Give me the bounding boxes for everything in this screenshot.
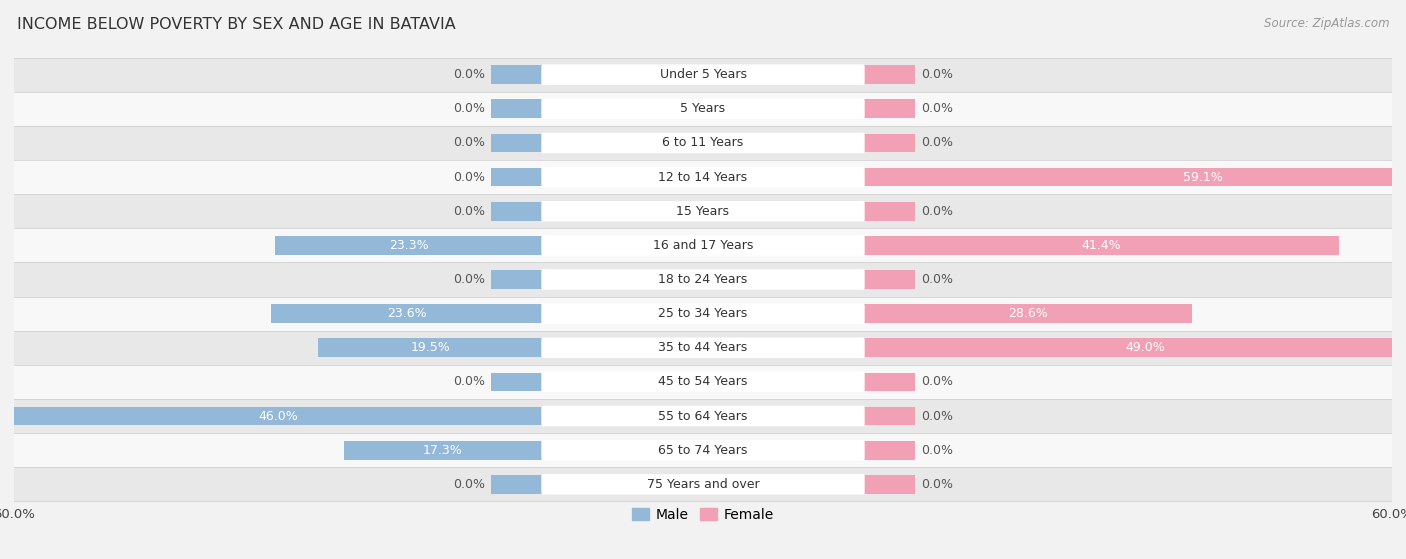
Bar: [14, 365, 1392, 399]
Text: 75 Years and over: 75 Years and over: [647, 478, 759, 491]
Bar: [491, 270, 543, 289]
Bar: [14, 331, 1392, 365]
FancyBboxPatch shape: [541, 132, 865, 153]
Text: 0.0%: 0.0%: [921, 410, 953, 423]
Bar: [14, 160, 1392, 194]
Text: 28.6%: 28.6%: [1008, 307, 1047, 320]
Bar: [14, 399, 1392, 433]
Text: 0.0%: 0.0%: [921, 205, 953, 217]
Text: 0.0%: 0.0%: [453, 478, 485, 491]
Text: 0.0%: 0.0%: [453, 68, 485, 81]
Bar: [863, 304, 1192, 323]
FancyBboxPatch shape: [541, 235, 865, 255]
Text: 19.5%: 19.5%: [411, 342, 450, 354]
Text: 23.3%: 23.3%: [388, 239, 429, 252]
Text: 0.0%: 0.0%: [921, 444, 953, 457]
Bar: [863, 65, 915, 84]
Text: 0.0%: 0.0%: [921, 478, 953, 491]
Text: 0.0%: 0.0%: [453, 136, 485, 149]
Text: Under 5 Years: Under 5 Years: [659, 68, 747, 81]
Bar: [863, 134, 915, 153]
Text: 0.0%: 0.0%: [921, 102, 953, 115]
FancyBboxPatch shape: [541, 304, 865, 324]
Bar: [491, 100, 543, 118]
Bar: [274, 236, 543, 255]
Text: 46.0%: 46.0%: [259, 410, 298, 423]
Bar: [14, 406, 543, 425]
Bar: [14, 433, 1392, 467]
Bar: [14, 194, 1392, 228]
FancyBboxPatch shape: [541, 406, 865, 427]
Text: 0.0%: 0.0%: [453, 170, 485, 183]
Text: 41.4%: 41.4%: [1081, 239, 1121, 252]
Text: 49.0%: 49.0%: [1125, 342, 1166, 354]
FancyBboxPatch shape: [541, 269, 865, 290]
FancyBboxPatch shape: [541, 474, 865, 495]
Bar: [14, 262, 1392, 297]
Text: 0.0%: 0.0%: [453, 102, 485, 115]
FancyBboxPatch shape: [541, 440, 865, 461]
FancyBboxPatch shape: [541, 64, 865, 85]
Text: 65 to 74 Years: 65 to 74 Years: [658, 444, 748, 457]
Text: 23.6%: 23.6%: [387, 307, 426, 320]
Bar: [14, 297, 1392, 331]
Bar: [491, 372, 543, 391]
Bar: [863, 270, 915, 289]
Bar: [863, 441, 915, 459]
Bar: [343, 441, 543, 459]
FancyBboxPatch shape: [541, 201, 865, 221]
Text: 35 to 44 Years: 35 to 44 Years: [658, 342, 748, 354]
Bar: [14, 467, 1392, 501]
Text: 0.0%: 0.0%: [453, 273, 485, 286]
Bar: [863, 406, 915, 425]
Text: 0.0%: 0.0%: [453, 205, 485, 217]
Bar: [14, 126, 1392, 160]
Text: 0.0%: 0.0%: [921, 136, 953, 149]
Bar: [863, 202, 915, 221]
Bar: [863, 372, 915, 391]
Text: 18 to 24 Years: 18 to 24 Years: [658, 273, 748, 286]
Text: 0.0%: 0.0%: [921, 68, 953, 81]
Text: 0.0%: 0.0%: [921, 273, 953, 286]
FancyBboxPatch shape: [541, 98, 865, 119]
Bar: [863, 168, 1406, 187]
Bar: [271, 304, 543, 323]
Bar: [14, 92, 1392, 126]
Bar: [14, 58, 1392, 92]
Bar: [863, 236, 1339, 255]
Text: 16 and 17 Years: 16 and 17 Years: [652, 239, 754, 252]
Text: INCOME BELOW POVERTY BY SEX AND AGE IN BATAVIA: INCOME BELOW POVERTY BY SEX AND AGE IN B…: [17, 17, 456, 32]
Text: 6 to 11 Years: 6 to 11 Years: [662, 136, 744, 149]
FancyBboxPatch shape: [541, 167, 865, 187]
Text: 12 to 14 Years: 12 to 14 Years: [658, 170, 748, 183]
Text: 25 to 34 Years: 25 to 34 Years: [658, 307, 748, 320]
Text: 55 to 64 Years: 55 to 64 Years: [658, 410, 748, 423]
FancyBboxPatch shape: [541, 338, 865, 358]
Bar: [491, 475, 543, 494]
Text: 45 to 54 Years: 45 to 54 Years: [658, 376, 748, 389]
Bar: [863, 338, 1406, 357]
Bar: [491, 168, 543, 187]
Text: 0.0%: 0.0%: [453, 376, 485, 389]
Text: 0.0%: 0.0%: [921, 376, 953, 389]
Bar: [318, 338, 543, 357]
Bar: [491, 65, 543, 84]
Text: 15 Years: 15 Years: [676, 205, 730, 217]
Text: Source: ZipAtlas.com: Source: ZipAtlas.com: [1264, 17, 1389, 30]
Bar: [491, 134, 543, 153]
Text: 17.3%: 17.3%: [423, 444, 463, 457]
Text: 5 Years: 5 Years: [681, 102, 725, 115]
Text: 59.1%: 59.1%: [1184, 170, 1223, 183]
Bar: [491, 202, 543, 221]
Bar: [863, 475, 915, 494]
Bar: [14, 228, 1392, 262]
Legend: Male, Female: Male, Female: [627, 503, 779, 528]
Bar: [863, 100, 915, 118]
FancyBboxPatch shape: [541, 372, 865, 392]
